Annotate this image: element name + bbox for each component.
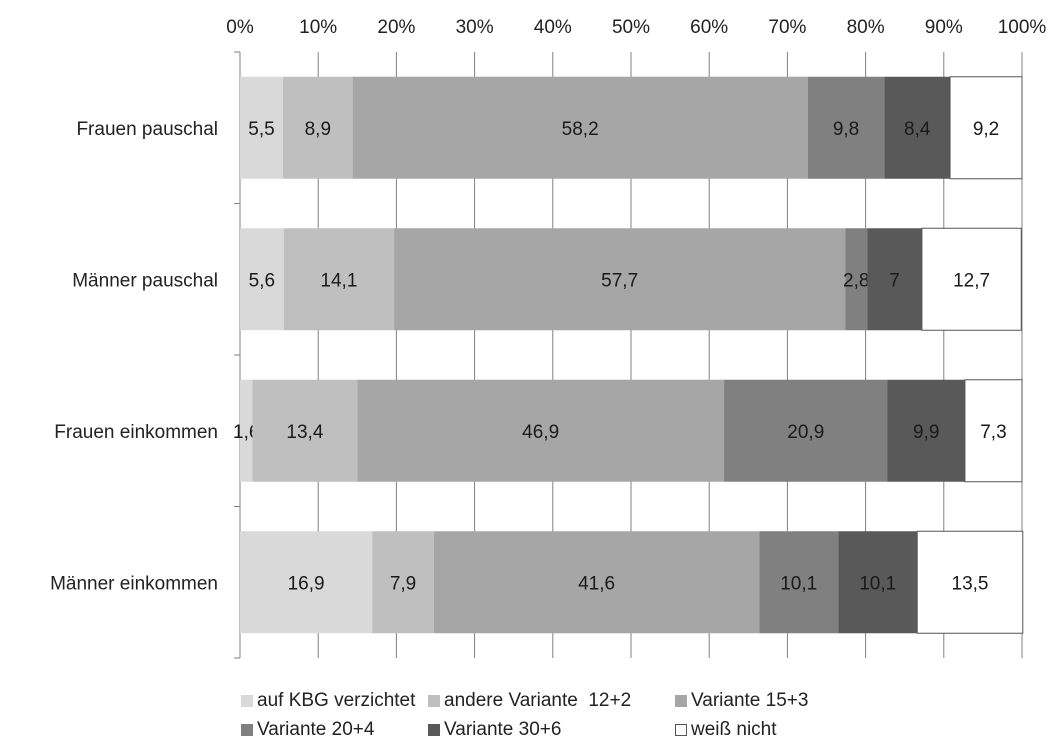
x-tick-label: 20%	[377, 17, 415, 38]
data-label: 5,6	[249, 270, 275, 291]
legend-item-andere-variante: andere Variante 12+2	[428, 690, 675, 712]
legend-item-variante-30-6: Variante 30+6	[428, 719, 675, 741]
data-label: 7,3	[980, 422, 1006, 443]
data-label: 20,9	[787, 422, 824, 443]
x-tick-label: 80%	[847, 17, 885, 38]
stacked-bar-chart: 0% 10% 20% 30% 40% 50% 60% 70% 80% 90% 100% Frauen …	[50, 17, 1047, 659]
bar-segment	[887, 379, 965, 482]
legend-item-weiss-nicht: weiß nicht	[675, 719, 915, 741]
data-label: 9,8	[833, 119, 859, 140]
data-label: 7,9	[390, 573, 416, 594]
category-label: Frauen pauschal	[76, 119, 218, 140]
legend-label: weiß nicht	[691, 719, 777, 740]
data-label: 2,8	[843, 270, 869, 291]
bar-segment	[867, 228, 922, 331]
bar-segment	[838, 531, 918, 634]
bar-segment	[240, 379, 253, 482]
legend-item-variante-20-4: Variante 20+4	[241, 719, 428, 741]
legend-label: Variante 30+6	[444, 719, 562, 740]
legend-item-variante-15-3: Variante 15+3	[675, 690, 915, 712]
bar-segment	[357, 379, 725, 482]
x-tick-label: 90%	[925, 17, 963, 38]
legend: auf KBG verzichtet andere Variante 12+2 …	[241, 690, 1041, 741]
data-label: 8,9	[305, 119, 331, 140]
legend-label: Variante 15+3	[691, 690, 809, 711]
data-label: 9,2	[973, 119, 999, 140]
category-label: Männer einkommen	[50, 573, 218, 594]
data-label: 5,5	[248, 119, 274, 140]
bar-segment	[845, 228, 868, 331]
legend-label: Variante 20+4	[257, 719, 375, 740]
data-label: 46,9	[522, 422, 559, 443]
legend-swatch	[675, 724, 687, 736]
x-tick-label: 70%	[768, 17, 806, 38]
legend-swatch	[241, 724, 253, 736]
bar-segment	[372, 531, 434, 634]
bar-segment	[964, 379, 1023, 483]
data-label: 10,1	[780, 573, 817, 594]
x-tick-label: 0%	[226, 17, 254, 38]
bar-segment	[949, 76, 1023, 180]
bar-segment	[283, 228, 395, 331]
category-label: Frauen einkommen	[54, 422, 218, 443]
legend-swatch	[241, 695, 253, 707]
data-label: 13,5	[952, 573, 989, 594]
data-label: 12,7	[953, 270, 990, 291]
bar-segment	[240, 76, 284, 179]
data-label: 14,1	[320, 270, 357, 291]
bar-segment	[921, 227, 1022, 331]
bar-segment	[283, 76, 353, 179]
data-label: 41,6	[578, 573, 615, 594]
bar-segment	[252, 379, 358, 482]
bar-segment	[240, 228, 284, 331]
x-tick-label: 10%	[299, 17, 337, 38]
data-label: 10,1	[859, 573, 896, 594]
bar-segment	[884, 76, 951, 179]
x-tick-label: 30%	[456, 17, 494, 38]
bar-segment	[916, 530, 1024, 634]
x-tick-label: 50%	[612, 17, 650, 38]
bar-segment	[394, 228, 846, 331]
data-label: 16,9	[288, 573, 325, 594]
data-label: 9,9	[913, 422, 939, 443]
bar-segment	[724, 379, 888, 482]
legend-item-auf-kbg-verzichtet: auf KBG verzichtet	[241, 690, 428, 712]
legend-swatch	[428, 724, 440, 736]
bar-segment	[240, 531, 373, 634]
bar-segment	[352, 76, 808, 179]
bar-segment	[807, 76, 885, 179]
category-label: Männer pauschal	[72, 270, 218, 291]
legend-label: auf KBG verzichtet	[257, 690, 416, 711]
x-tick-label: 60%	[690, 17, 728, 38]
bar-segment	[759, 531, 839, 634]
bar-segment	[433, 531, 760, 634]
data-label: 58,2	[562, 119, 599, 140]
data-label: 8,4	[904, 119, 931, 140]
legend-swatch	[675, 695, 687, 707]
data-label: 13,4	[286, 422, 323, 443]
x-tick-label: 40%	[534, 17, 572, 38]
x-tick-label: 100%	[998, 17, 1047, 38]
data-label: 7	[889, 270, 900, 291]
data-label: 57,7	[601, 270, 638, 291]
legend-label: andere Variante 12+2	[444, 690, 632, 711]
legend-swatch	[428, 695, 440, 707]
